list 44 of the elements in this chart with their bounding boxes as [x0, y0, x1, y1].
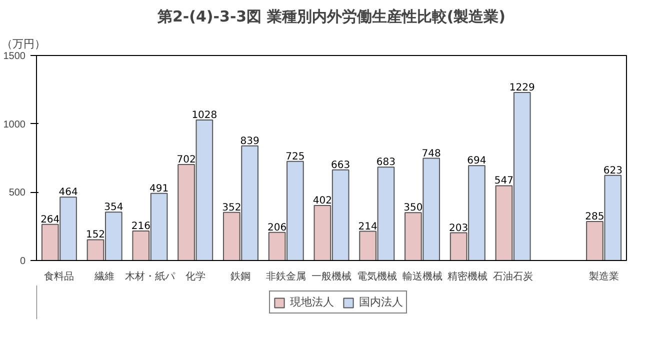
y-axis-title: （万円）	[2, 38, 46, 50]
data-label: 623	[603, 165, 622, 176]
data-label: 1229	[509, 82, 535, 94]
data-label: 491	[149, 183, 169, 194]
data-label: 1028	[192, 110, 218, 122]
y-tick-label: 1000	[3, 119, 26, 130]
data-label: 547	[494, 176, 514, 187]
data-label: 702	[176, 154, 196, 166]
x-tick-label: 電気機械	[356, 270, 397, 282]
x-tick-label: 輸送機械	[402, 270, 442, 282]
x-tick-label: 繊維	[94, 270, 115, 282]
x-tick-label: 石油石炭	[493, 270, 534, 282]
data-label: 206	[267, 222, 287, 234]
data-label: 264	[40, 214, 60, 226]
data-label: 683	[376, 157, 396, 168]
data-label: 464	[58, 187, 78, 198]
data-label: 402	[312, 196, 332, 207]
data-label: 663	[331, 160, 350, 171]
x-tick-label: 木材・紙パ	[124, 270, 176, 282]
legend-label: 国内法人	[359, 294, 403, 310]
x-tick-label: 製造業	[588, 270, 619, 282]
data-label: 216	[131, 220, 150, 232]
data-label: 725	[286, 151, 305, 162]
x-tick-label: 食料品	[44, 270, 74, 282]
chart-title: 第2-(4)-3-3図 業種別内外労働生産性比較(製造業)	[156, 8, 506, 26]
data-label: 352	[222, 202, 242, 214]
x-tick-label: 化学	[185, 270, 206, 282]
data-label: 203	[449, 222, 468, 234]
data-label: 694	[467, 156, 486, 167]
y-tick-label: 0	[20, 256, 26, 267]
data-label: 748	[422, 148, 441, 160]
y-tick-label: 1500	[3, 51, 26, 62]
data-label: 152	[86, 230, 106, 241]
x-tick-label: 非鉄金属	[266, 270, 306, 282]
legend-label: 現地法人	[290, 294, 334, 310]
data-label: 839	[240, 136, 260, 147]
y-tick-label: 500	[8, 188, 26, 199]
data-label: 285	[585, 212, 604, 223]
x-tick-label: 一般機械	[312, 270, 352, 282]
data-label: 354	[104, 202, 124, 214]
data-label: 350	[404, 202, 423, 214]
x-tick-label: 鉄鋼	[230, 270, 251, 282]
x-tick-label: 精密機械	[448, 270, 488, 282]
data-label: 214	[358, 221, 378, 232]
